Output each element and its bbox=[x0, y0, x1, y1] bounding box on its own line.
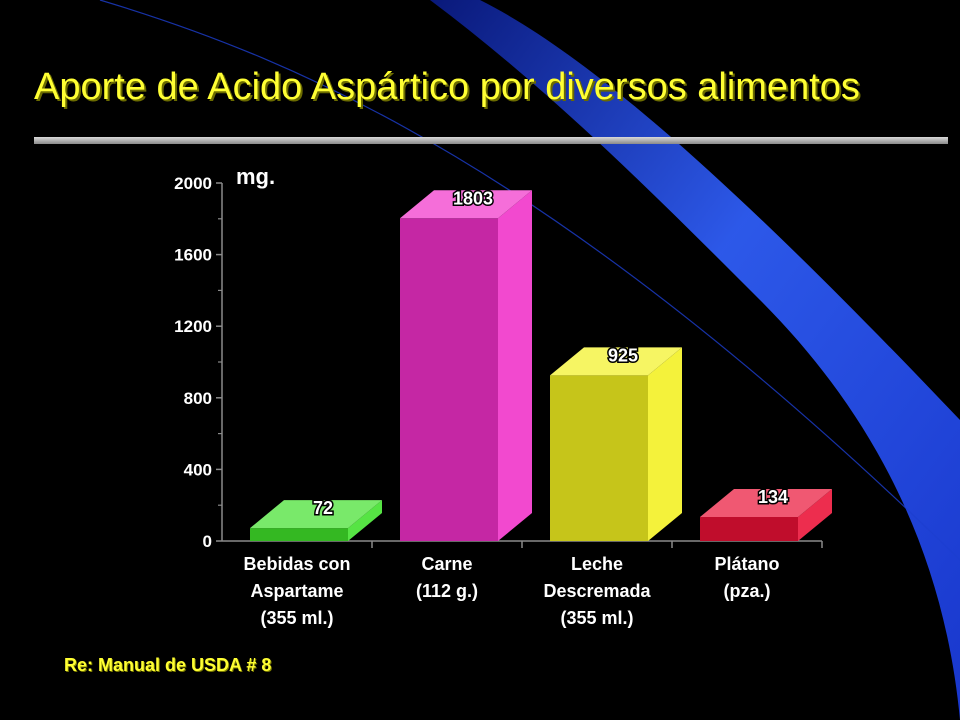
x-category-label: Bebidas con Aspartame (355 ml.) bbox=[243, 554, 350, 628]
bar-value-label: 1803 bbox=[453, 188, 493, 208]
x-category-label: Leche Descremada (355 ml.) bbox=[543, 554, 651, 628]
blue-swoosh-edge bbox=[99, 0, 960, 561]
bar-value-label: 134 bbox=[758, 487, 788, 507]
bar-side bbox=[798, 489, 832, 541]
bar-value-label: 925 bbox=[608, 345, 638, 365]
bar-side bbox=[648, 347, 682, 541]
source-footnote: Re: Manual de USDA # 8 bbox=[64, 655, 272, 675]
bar-value-label: 72 bbox=[313, 498, 333, 518]
x-category-label: Carne (112 g.) bbox=[416, 554, 478, 601]
y-tick-label: 2000 bbox=[174, 174, 212, 193]
y-tick-label: 0 bbox=[203, 532, 212, 551]
y-tick-label: 1600 bbox=[174, 246, 212, 265]
y-tick-label: 800 bbox=[184, 389, 212, 408]
bar-front bbox=[400, 218, 498, 541]
bar-top bbox=[700, 489, 832, 518]
bar-front bbox=[700, 517, 798, 541]
bar-side bbox=[498, 190, 532, 541]
bar-top bbox=[550, 347, 682, 376]
y-tick-label: 400 bbox=[184, 460, 212, 479]
title-divider bbox=[34, 137, 948, 144]
bar-side bbox=[348, 500, 382, 541]
bar-top bbox=[400, 190, 532, 219]
page-title: Aporte de Acido Aspártico por diversos a… bbox=[34, 66, 860, 108]
y-tick-label: 1200 bbox=[174, 317, 212, 336]
x-category-label: Plátano (pza.) bbox=[714, 554, 779, 601]
blue-swoosh-shape bbox=[430, 0, 960, 720]
bar-front bbox=[550, 375, 648, 541]
bar-front bbox=[250, 528, 348, 541]
bar-top bbox=[250, 500, 382, 529]
y-unit-label: mg. bbox=[236, 164, 275, 189]
